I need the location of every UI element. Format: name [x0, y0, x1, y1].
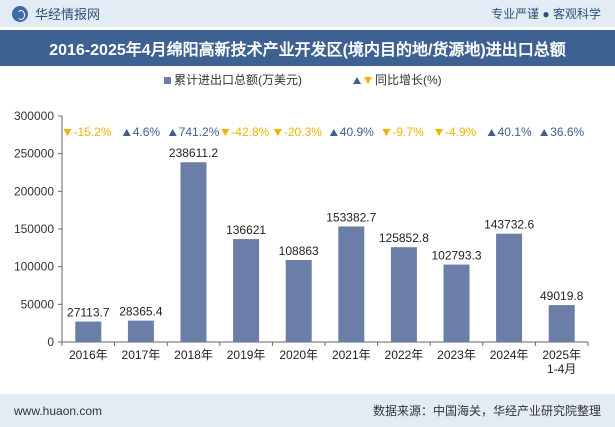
bar	[338, 226, 365, 342]
growth-rate-label: -20.3%	[284, 125, 322, 139]
bar	[285, 259, 312, 342]
bar	[548, 305, 575, 342]
y-tick-label: 50000	[21, 297, 55, 311]
bar	[443, 264, 470, 342]
y-tick-label: 200000	[14, 184, 54, 198]
bar	[496, 233, 523, 342]
legend-down-triangle	[364, 77, 372, 84]
x-tick-label: 2024年	[490, 348, 529, 362]
growth-up-icon	[540, 129, 549, 136]
tagline: 专业严谨 ● 客观科学	[491, 7, 601, 21]
bar	[233, 239, 260, 342]
bar-value-label: 102793.3	[431, 249, 481, 263]
growth-down-icon	[273, 129, 282, 136]
data-source: 数据来源：中国海关，华经产业研究院整理	[372, 404, 601, 418]
x-tick-label: 1-4月	[547, 362, 576, 376]
bar-value-label: 28365.4	[119, 305, 163, 319]
huajing-logo-icon	[12, 5, 28, 22]
growth-down-icon	[382, 129, 391, 136]
growth-rate-label: -15.2%	[74, 125, 112, 139]
growth-rate-label: -4.9%	[445, 125, 477, 139]
chart-area: 累计进出口总额(万美元) 同比增长(%) 0 50000 100000 150000 200…	[14, 73, 589, 376]
growth-up-icon	[329, 129, 338, 136]
x-tick-label: 2019年	[227, 348, 266, 362]
growth-up-icon	[168, 129, 177, 136]
legend-bar-swatch	[164, 77, 171, 84]
bar-value-label: 49019.8	[540, 289, 584, 303]
growth-down-icon	[63, 129, 72, 136]
bar	[180, 162, 207, 342]
growth-down-icon	[435, 129, 443, 136]
growth-rate-label: 741.2%	[179, 125, 220, 139]
bar-value-label: 136621	[226, 223, 266, 237]
bar-value-label: 153382.7	[326, 210, 376, 224]
bar-value-label: 27113.7	[67, 306, 110, 320]
growth-rate-label: 40.9%	[340, 125, 374, 139]
bar-value-label: 143732.6	[484, 218, 534, 232]
brand-name: 华经情报网	[35, 7, 101, 22]
growth-rate-label: 4.6%	[133, 125, 161, 139]
bar-value-label: 238611.2	[169, 146, 218, 160]
bar	[127, 320, 154, 342]
x-tick-label: 2017年	[122, 348, 161, 362]
y-tick-label: 150000	[14, 222, 54, 236]
top-banner: 华经情报网 专业严谨 ● 客观科学	[0, 0, 615, 27]
chart-title: 2016-2025年4月绵阳高新技术产业开发区(境内目的地/货源地)进出口总额	[49, 42, 566, 59]
bar	[390, 247, 417, 342]
growth-rate-label: -42.8%	[231, 125, 269, 139]
bar	[75, 321, 102, 342]
x-tick-label: 2023年	[437, 348, 476, 362]
bar-value-label: 125852.8	[379, 231, 429, 245]
footer-url: www.huaon.com	[14, 403, 103, 418]
x-tick-label: 2021年	[332, 348, 371, 362]
x-tick-label: 2022年	[385, 348, 424, 362]
legend-bar-label: 累计进出口总额(万美元)	[174, 73, 302, 87]
x-tick-label: 2025年	[542, 348, 581, 362]
y-tick-label: 250000	[14, 147, 54, 161]
growth-down-icon	[221, 129, 230, 136]
growth-up-icon	[122, 129, 131, 136]
growth-rate-label: -9.7%	[392, 125, 424, 139]
title-bar: 2016-2025年4月绵阳高新技术产业开发区(境内目的地/货源地)进出口总额	[0, 30, 615, 66]
y-tick-label: 300000	[14, 109, 54, 123]
x-tick-label: 2020年	[279, 348, 318, 362]
y-tick-label: 0	[47, 335, 54, 349]
x-tick-label: 2016年	[69, 348, 108, 362]
x-tick-label: 2018年	[174, 348, 213, 362]
growth-rate-label: 40.1%	[498, 125, 532, 139]
growth-up-icon	[487, 129, 496, 136]
legend-up-triangle	[353, 77, 361, 84]
growth-rate-label: 36.6%	[550, 125, 584, 139]
footer-bar: www.huaon.com 数据来源：中国海关，华经产业研究院整理	[0, 394, 615, 427]
legend-growth-label: 同比增长(%)	[375, 73, 442, 87]
bar-value-label: 108863	[279, 244, 319, 258]
y-tick-label: 100000	[14, 260, 54, 274]
brand: 华经情报网	[12, 4, 100, 23]
